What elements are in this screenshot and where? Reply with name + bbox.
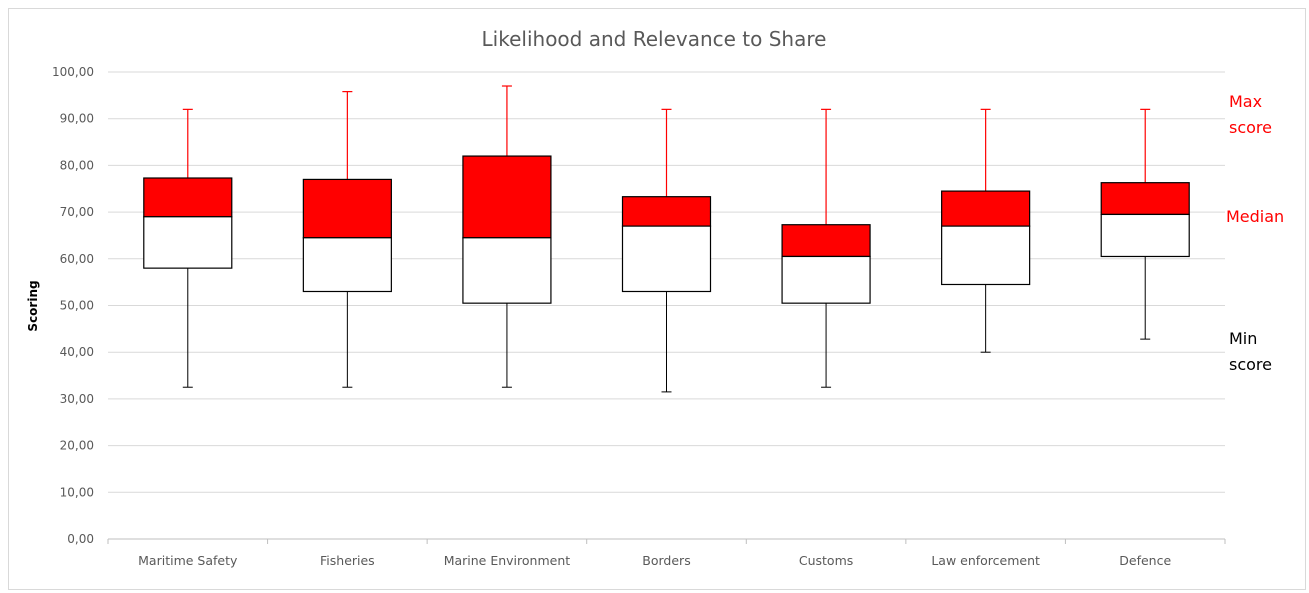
x-tick-label: Marine Environment: [444, 553, 571, 568]
y-tick-label: 90,00: [60, 112, 94, 126]
box-defence: [1100, 108, 1190, 340]
box-marine-environment: [462, 85, 552, 388]
median-label: Median: [1226, 207, 1284, 226]
y-tick-label: 100,00: [52, 65, 94, 79]
y-tick-label: 80,00: [60, 158, 94, 172]
lower-box: [781, 255, 871, 304]
max-score-label-line2: score: [1229, 118, 1272, 137]
max-score-label-line1: Max: [1229, 92, 1262, 111]
boxes: [143, 85, 1190, 393]
min-score-label-line2: score: [1229, 355, 1272, 374]
upper-box: [1100, 182, 1190, 216]
x-tick-labels: Maritime Safety Fisheries Marine Environme…: [138, 553, 1171, 568]
y-tick-label: 10,00: [60, 485, 94, 499]
upper-box: [621, 196, 712, 227]
y-tick-label: 20,00: [60, 439, 94, 453]
lower-box: [462, 237, 552, 304]
lower-box: [621, 225, 712, 293]
x-tick-label: Fisheries: [320, 553, 375, 568]
box-law-enforcement: [941, 108, 1031, 353]
upper-box: [781, 224, 871, 258]
chart-title: Likelihood and Relevance to Share: [482, 27, 827, 51]
upper-box: [462, 155, 552, 239]
min-score-label-line1: Min: [1229, 329, 1257, 348]
y-tick-label: 0,00: [67, 532, 94, 546]
y-tick-label: 60,00: [60, 252, 94, 266]
lower-box: [1100, 213, 1190, 258]
y-tick-label: 30,00: [60, 392, 94, 406]
y-tick-label: 70,00: [60, 205, 94, 219]
box-maritime-safety: [143, 108, 233, 388]
upper-box: [143, 177, 233, 218]
x-tick-label: Law enforcement: [931, 553, 1040, 568]
lower-box: [143, 216, 233, 269]
upper-box: [941, 190, 1031, 227]
y-axis-label: Scoring: [26, 280, 40, 331]
annotations: Max score Median Min score: [1226, 92, 1284, 374]
y-tick-label: 50,00: [60, 299, 94, 313]
box-fisheries: [302, 91, 392, 388]
x-tick-label: Customs: [799, 553, 853, 568]
box-borders: [621, 108, 712, 393]
box-customs: [781, 108, 871, 388]
chart-frame: [8, 8, 1306, 590]
x-tick-label: Borders: [642, 553, 690, 568]
lower-box: [941, 225, 1031, 286]
y-tick-label: 40,00: [60, 345, 94, 359]
y-tick-labels: 0,00 10,00 20,00 30,00 40,00 50,00 60,00 70,00 8…: [52, 65, 94, 546]
lower-box: [302, 237, 392, 293]
x-tick-label: Maritime Safety: [138, 553, 238, 568]
upper-box: [302, 178, 392, 239]
x-tick-label: Defence: [1119, 553, 1171, 568]
